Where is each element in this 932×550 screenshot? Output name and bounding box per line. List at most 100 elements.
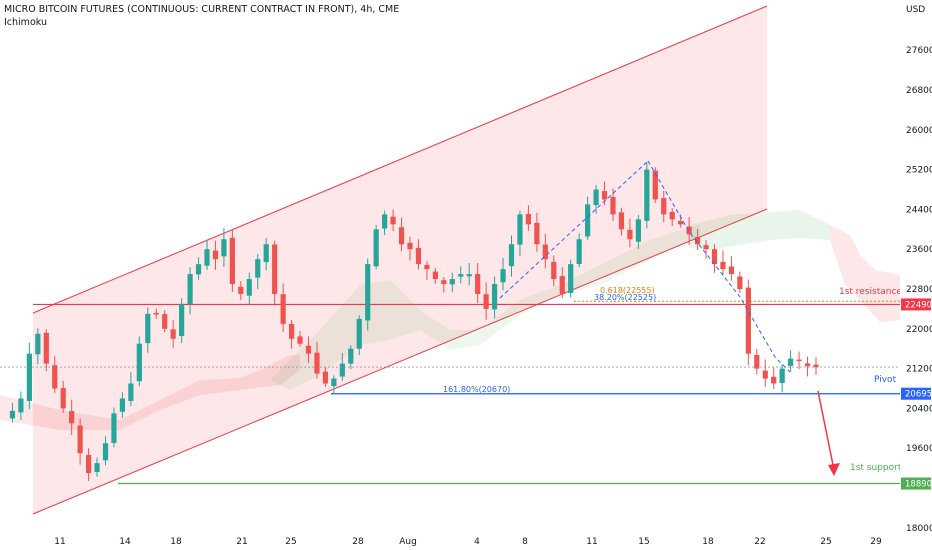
x-tick-label: 22 <box>754 537 765 547</box>
y-tick-label: 24400 <box>906 205 932 215</box>
candle-down <box>804 363 811 367</box>
resistance-annotation: 1st resistance <box>839 287 902 297</box>
candle-up <box>593 189 599 206</box>
candle-down <box>170 329 176 339</box>
candle-down <box>745 287 751 354</box>
candle-down <box>77 425 83 454</box>
candle-down <box>762 370 768 379</box>
channel-lower-line[interactable] <box>32 208 768 515</box>
candle-down <box>85 455 92 474</box>
candle-up <box>263 244 269 263</box>
candle-up <box>779 368 785 384</box>
candle-down <box>52 365 58 389</box>
candle-up <box>187 274 193 304</box>
y-tick-label: 20400 <box>906 404 932 414</box>
candle-down <box>771 376 777 384</box>
candle-down <box>720 261 726 270</box>
x-tick-label: 11 <box>586 537 597 547</box>
candle-down <box>796 359 802 362</box>
candle-up <box>348 348 354 364</box>
candle-down <box>43 332 49 364</box>
y-tick-label: 18000 <box>906 524 932 534</box>
x-tick-label: 15 <box>638 537 649 547</box>
candle-down <box>661 198 667 215</box>
candle-down <box>432 271 438 280</box>
projection-arrow-line <box>817 390 835 471</box>
candle-down <box>297 336 303 344</box>
candle-up <box>365 264 371 321</box>
candle-down <box>669 211 675 220</box>
fib-label-0618: 0.618(22555) <box>600 286 655 295</box>
candle-down <box>737 276 743 289</box>
x-tick-label: 28 <box>352 537 364 547</box>
candle-up <box>94 463 100 473</box>
candle-up <box>517 214 523 245</box>
pivot-badge <box>901 387 931 400</box>
x-tick-label: 29 <box>870 537 882 547</box>
candle-up <box>458 274 464 277</box>
candle-down <box>678 221 684 225</box>
support-badge <box>901 477 931 490</box>
ichimoku-cloud-red-future <box>830 225 900 322</box>
candle-down <box>305 345 312 354</box>
candle-down <box>153 312 159 315</box>
candle-up <box>246 279 252 296</box>
candle-up <box>204 249 210 266</box>
candle-up <box>179 303 185 337</box>
currency-label: USD <box>906 5 925 15</box>
resistance-badge-text: 22490 <box>905 300 932 310</box>
y-tick-label: 26000 <box>906 126 932 136</box>
candle-up <box>102 443 109 461</box>
y-axis-ticks: 18000 19600 20400 21200 22000 22800 23600 24400… <box>906 46 932 534</box>
candle-down <box>618 212 625 230</box>
fib-leg-down[interactable] <box>647 160 791 373</box>
candle-down <box>475 274 481 294</box>
candle-down <box>272 244 278 294</box>
y-tick-label: 25200 <box>906 166 932 176</box>
x-tick-label: 25 <box>820 537 831 547</box>
y-tick-label: 23600 <box>906 245 932 255</box>
candle-down <box>322 371 329 384</box>
candle-down <box>813 364 819 368</box>
price-axis[interactable] <box>900 0 932 532</box>
time-axis[interactable] <box>0 532 900 550</box>
channel-upper-line[interactable] <box>32 5 768 314</box>
x-tick-label: Aug <box>399 537 417 547</box>
chart-title: MICRO BITCOIN FUTURES (CONTINUOUS: CURRE… <box>4 4 400 15</box>
candle-up <box>576 239 582 264</box>
candle-down <box>728 266 735 275</box>
y-tick-label: 22000 <box>906 325 932 335</box>
candlestick-series <box>9 163 819 481</box>
candle-up <box>568 264 574 293</box>
candle-down <box>407 242 413 250</box>
candle-down <box>398 227 405 245</box>
candle-up <box>788 358 794 366</box>
candle-down <box>711 249 718 265</box>
projection-arrow-head <box>828 463 840 476</box>
candle-up <box>221 239 227 257</box>
ichimoku-cloud-red <box>0 355 300 430</box>
channel-fill <box>33 6 767 514</box>
x-tick-label: 18 <box>702 537 714 547</box>
candle-down <box>69 411 75 424</box>
candle-up <box>111 413 117 443</box>
candle-down <box>686 226 692 235</box>
candle-up <box>18 398 24 413</box>
candle-up <box>331 378 337 387</box>
candle-down <box>280 294 286 324</box>
candle-down <box>703 245 709 250</box>
candle-up <box>35 333 41 355</box>
candle-up <box>644 169 650 221</box>
fib-leg-up[interactable] <box>499 160 649 299</box>
candle-down <box>288 324 295 339</box>
candle-down <box>559 276 565 294</box>
y-tick-label: 22800 <box>906 285 932 295</box>
y-tick-label: 21200 <box>906 365 932 375</box>
y-tick-label: 26800 <box>906 86 932 96</box>
candle-down <box>229 237 235 285</box>
candle-up <box>491 284 498 310</box>
candle-up <box>635 219 641 242</box>
candle-up <box>128 383 134 401</box>
support-badge-text: 18890 <box>905 480 932 490</box>
